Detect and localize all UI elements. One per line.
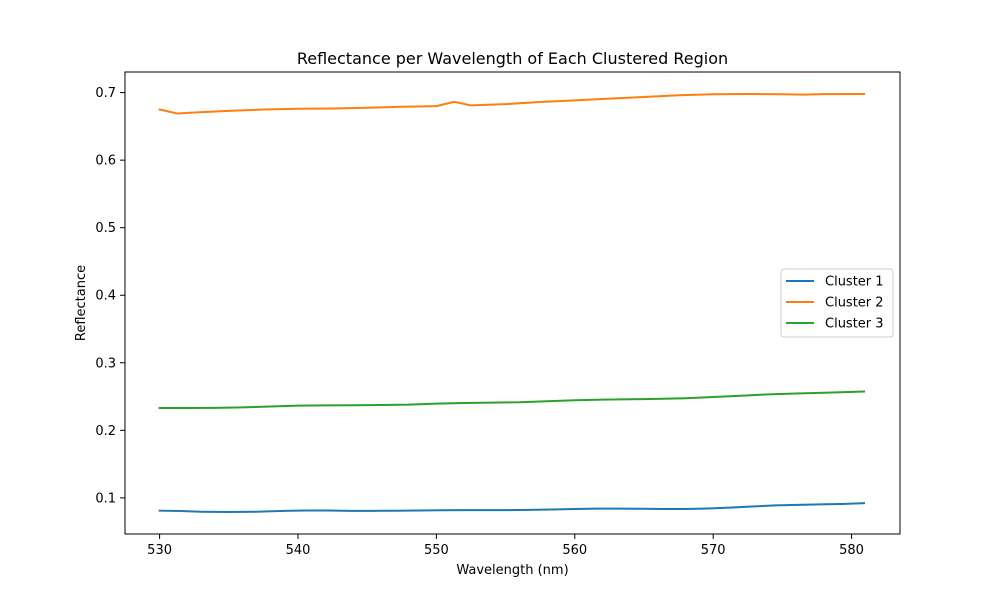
legend-box <box>780 268 894 338</box>
x-tick-label: 560 <box>562 543 587 558</box>
series-layer <box>158 92 866 514</box>
x-axis-label: Wavelength (nm) <box>456 563 568 578</box>
series-line-cluster-1 <box>158 502 866 514</box>
y-tick-label: 0.7 <box>95 86 116 101</box>
y-tick-label: 0.2 <box>95 424 116 439</box>
x-axis-ticks: 530 540 550 560 570 580 <box>147 534 864 558</box>
chart-title: Reflectance per Wavelength of Each Clust… <box>297 49 728 68</box>
x-tick-label: 580 <box>839 543 864 558</box>
x-tick-label: 570 <box>701 543 726 558</box>
x-tick-label: 530 <box>147 543 172 558</box>
y-tick-label: 0.1 <box>95 491 116 506</box>
plot-frame <box>124 71 901 535</box>
series-line-cluster-3 <box>158 390 866 410</box>
y-axis-label: Reflectance <box>74 265 89 341</box>
legend-label-cluster-1: Cluster 1 <box>825 275 884 290</box>
legend-label-cluster-3: Cluster 3 <box>825 317 884 332</box>
y-tick-label: 0.6 <box>95 154 116 169</box>
y-tick-label: 0.4 <box>95 289 116 304</box>
x-tick-label: 540 <box>286 543 311 558</box>
y-axis-ticks: 0.1 0.2 0.3 0.4 0.5 0.6 0.7 <box>95 86 125 506</box>
series-line-cluster-2 <box>158 92 866 115</box>
y-tick-label: 0.3 <box>95 356 116 371</box>
legend-items: Cluster 1 Cluster 2 Cluster 3 <box>786 275 884 332</box>
legend-label-cluster-2: Cluster 2 <box>825 296 884 311</box>
x-tick-label: 550 <box>424 543 449 558</box>
y-tick-label: 0.5 <box>95 221 116 236</box>
legend: Cluster 1 Cluster 2 Cluster 3 <box>780 268 894 338</box>
